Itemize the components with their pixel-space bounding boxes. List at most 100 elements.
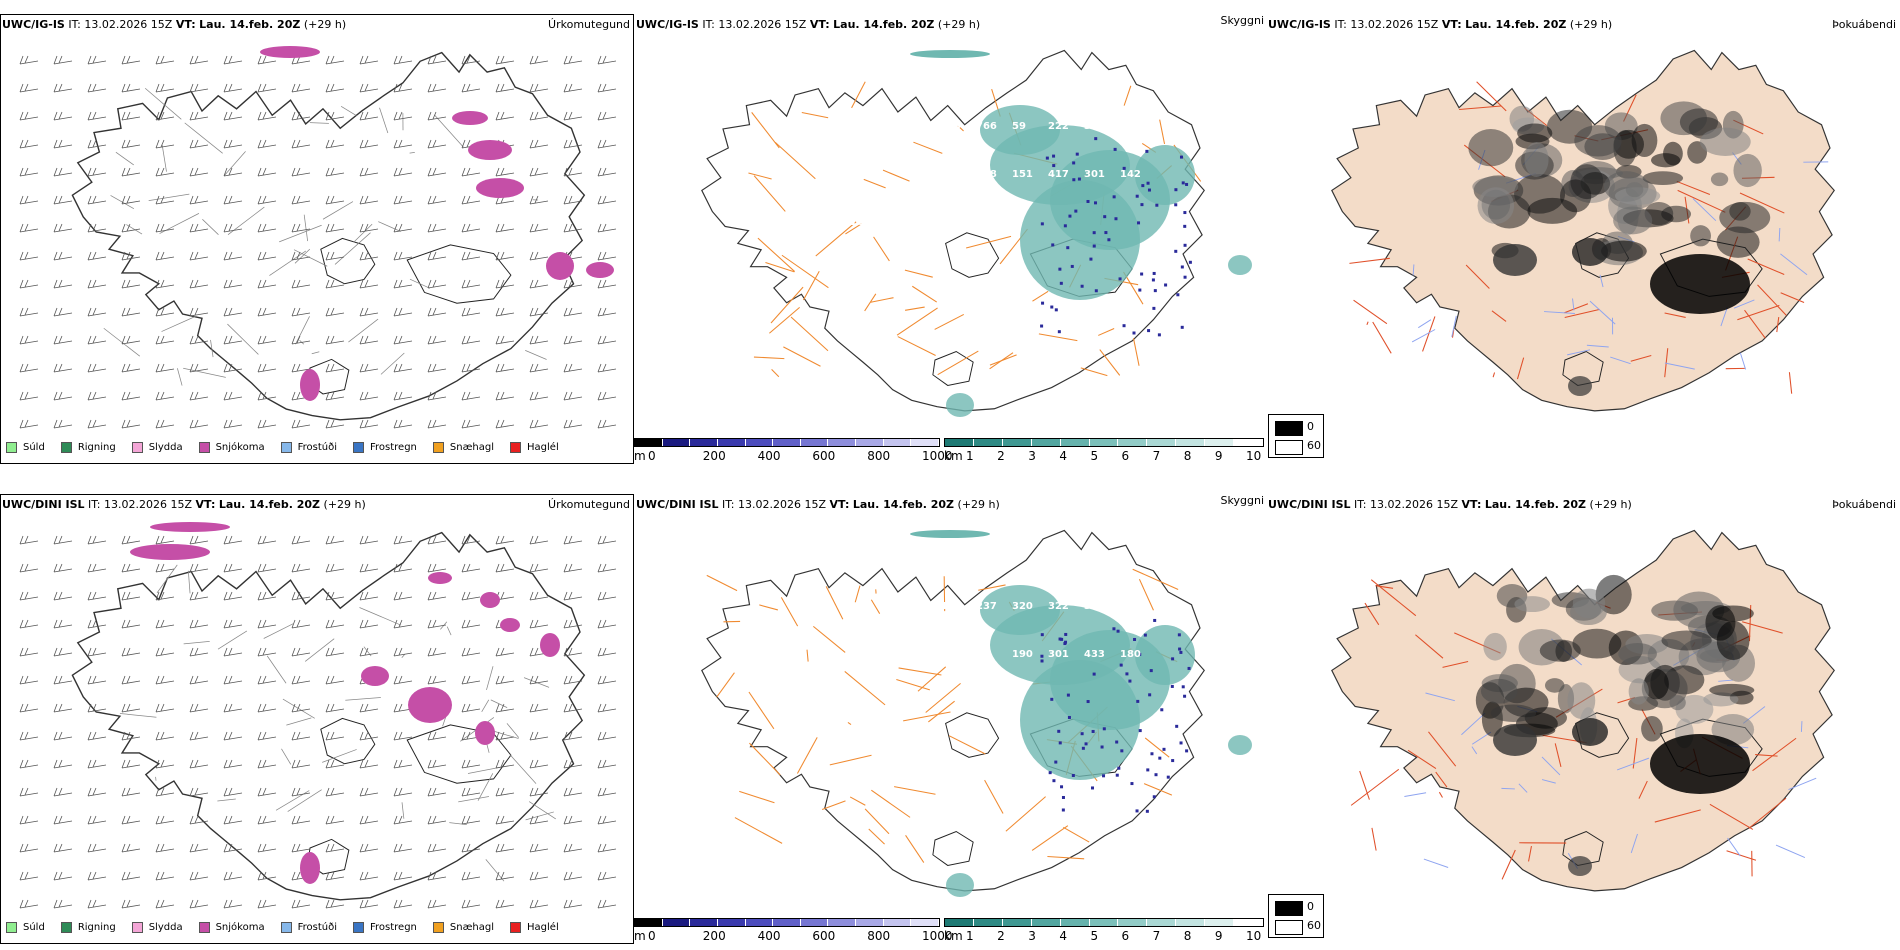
- precip-legend-item: Haglél: [510, 921, 559, 933]
- fog-index-cell: [1625, 182, 1644, 198]
- fog-index-cell: [1642, 171, 1684, 185]
- precip-type-legend: Súld Rigning Slydda Snjókoma Frostúði Frostre…: [6, 437, 575, 457]
- low-ceiling-cell: [1138, 729, 1142, 733]
- ceiling-scale-color-step: [911, 439, 940, 446]
- low-ceiling-cell: [1158, 756, 1162, 760]
- low-ceiling-cell: [1181, 685, 1185, 689]
- iceland-outline: [1331, 49, 1835, 412]
- low-ceiling-cell: [1145, 149, 1149, 153]
- ceiling-scale-tick: 200: [702, 449, 726, 463]
- vis-scale-color-step: [1205, 439, 1235, 446]
- low-ceiling-cell: [1151, 278, 1155, 282]
- ceiling-scale-tick: 800: [867, 449, 891, 463]
- low-ceiling-cell: [1137, 221, 1141, 225]
- ceiling-scale-color-step: [690, 439, 718, 446]
- low-ceiling-cell: [1072, 161, 1076, 165]
- vis-scale-color-step: [1089, 439, 1119, 446]
- low-ceiling-cell: [1075, 152, 1079, 156]
- snowfall-area: [540, 633, 560, 657]
- vis-scale-color-step: [1060, 439, 1090, 446]
- low-ceiling-cell: [1051, 243, 1055, 247]
- precip-legend-label: Rigning: [77, 921, 116, 933]
- ceiling-scale-color-step: [745, 439, 774, 446]
- low-ceiling-cell: [1187, 666, 1191, 670]
- low-ceiling-cell: [1130, 782, 1134, 786]
- vis-scale-color-step: [1176, 439, 1206, 446]
- precip-legend-swatch: [280, 441, 292, 453]
- reduced-visibility-area: [980, 585, 1060, 635]
- fog-index-cell: [1618, 642, 1657, 665]
- vis-scale-bar: [944, 918, 1264, 927]
- fog-legend-black-swatch: [1275, 421, 1303, 436]
- fog-legend: 0 60: [1268, 414, 1324, 458]
- ceiling-scale-tick: 600: [812, 929, 836, 943]
- low-ceiling-cell: [1089, 257, 1093, 261]
- fog-index-cell: [1716, 226, 1760, 258]
- fog-index-cell: [1705, 605, 1736, 641]
- fog-index-cell: [1544, 678, 1565, 693]
- precip-legend-item: Súld: [6, 921, 45, 933]
- fog-legend-white-label: 60: [1307, 439, 1321, 452]
- ceiling-scale-color-step: [828, 919, 857, 926]
- low-ceiling-cell: [1185, 749, 1189, 753]
- fog-index-cell: [1477, 187, 1515, 225]
- vis-scale-tick: 10: [1246, 929, 1262, 943]
- precip-legend-item: Rigning: [60, 921, 116, 933]
- vis-scale-tick: 2: [997, 929, 1005, 943]
- wind-barbs: [19, 535, 617, 909]
- vis-scale-tick: 4: [1059, 449, 1067, 463]
- it-value: 13.02.2026 15Z: [84, 18, 173, 31]
- precip-legend-swatch: [510, 441, 522, 453]
- low-ceiling-cell: [1180, 265, 1184, 269]
- fog-index-cell: [1574, 125, 1622, 157]
- vt-value: Lau. 14.feb. 20Z: [1465, 18, 1567, 31]
- low-ceiling-cell: [1140, 203, 1144, 207]
- low-ceiling-cell: [1148, 693, 1152, 697]
- vt-value: Lau. 14.feb. 20Z: [833, 18, 935, 31]
- low-ceiling-cell: [1183, 694, 1187, 698]
- vt-value: Lau. 14.feb. 20Z: [1484, 498, 1587, 511]
- vis-scale-color-step: [973, 439, 1003, 446]
- header-text: UWC/DINI ISL IT: 13.02.2026 15Z VT: Lau.…: [1268, 498, 1632, 511]
- low-ceiling-cell: [1064, 632, 1068, 636]
- fog-index-cell: [1733, 153, 1762, 188]
- visibility-header-dini-isl: UWC/DINI ISL IT: 13.02.2026 15Z VT: Lau.…: [634, 494, 1268, 514]
- it-label: IT:: [88, 498, 101, 511]
- vis-scale-color-step: [1031, 439, 1061, 446]
- precip-legend-label: Snjókoma: [215, 921, 265, 933]
- low-ceiling-cell: [1058, 637, 1062, 641]
- vt-label: VT:: [195, 498, 216, 511]
- low-ceiling-cell: [1050, 305, 1054, 309]
- fog-index-cell: [1480, 678, 1518, 704]
- ceiling-scale-tick: 0: [648, 929, 656, 943]
- model-name: UWC/DINI ISL: [1268, 498, 1351, 511]
- precip-legend-item: Súld: [6, 441, 45, 453]
- vis-scale-color-step: [1118, 919, 1148, 926]
- low-ceiling-cell: [1107, 238, 1111, 242]
- low-ceiling-cell: [1120, 749, 1124, 753]
- vis-scale-tick: 2: [997, 449, 1005, 463]
- low-ceiling-cell: [1100, 745, 1104, 749]
- fog-index-cell: [1719, 201, 1771, 234]
- low-ceiling-cell: [1162, 747, 1166, 751]
- precip-legend-label: Frostúði: [297, 921, 337, 933]
- model-name: UWC/DINI ISL: [2, 498, 85, 511]
- vis-scale-color-step: [945, 439, 974, 446]
- low-ceiling-cell: [1146, 768, 1150, 772]
- panel-title: Þokuábendi: [1832, 498, 1896, 511]
- low-ceiling-cell: [1116, 629, 1120, 633]
- vis-scale-tick: 8: [1183, 449, 1192, 463]
- ceiling-value-label: 301: [1084, 169, 1105, 180]
- ceiling-scale-color-step: [800, 439, 829, 446]
- precip-legend-label: Snæhagl: [449, 921, 495, 933]
- visibility-header-ig-is: UWC/IG-IS IT: 13.02.2026 15Z VT: Lau. 14…: [634, 14, 1268, 34]
- fog-index-cell: [1539, 639, 1581, 662]
- low-ceiling-cell: [1114, 217, 1118, 221]
- lead-time: (+29 h): [937, 18, 981, 31]
- ceiling-value-label: 142: [1120, 169, 1141, 180]
- header-text: UWC/IG-IS IT: 13.02.2026 15Z VT: Lau. 14…: [636, 18, 980, 31]
- vt-value: Lau. 14.feb. 20Z: [852, 498, 955, 511]
- model-name: UWC/IG-IS: [2, 18, 65, 31]
- precip-legend-item: Frostregn: [353, 441, 417, 453]
- low-ceiling-cell: [1052, 164, 1056, 168]
